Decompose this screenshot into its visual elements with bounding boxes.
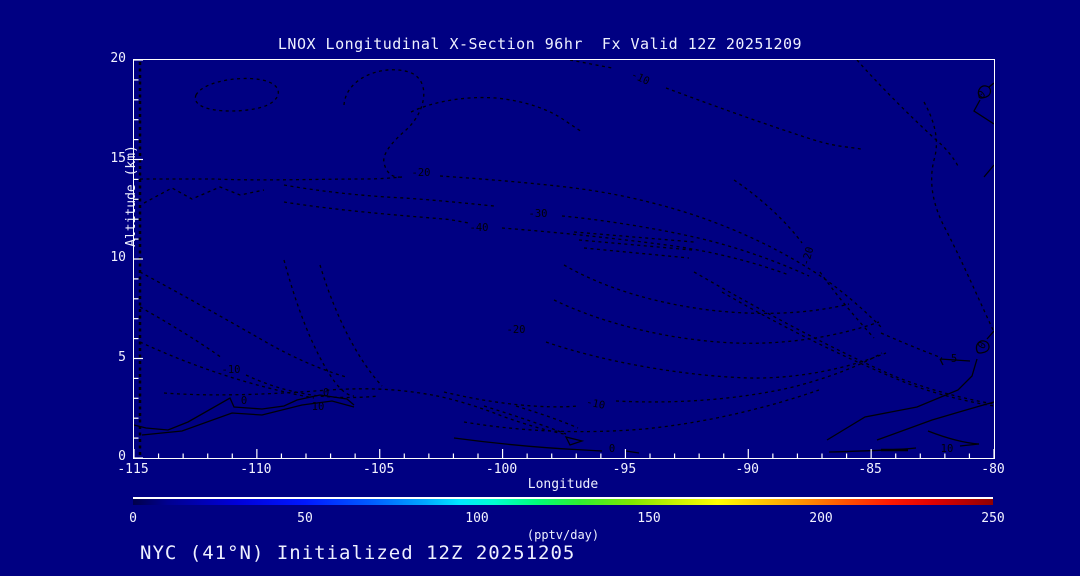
contour-line-dashed (721, 291, 994, 407)
contour-line-dashed (483, 405, 567, 435)
contour-line-dashed (283, 184, 495, 207)
contour-line-dashed (439, 175, 883, 329)
contour-level-label: -10 (222, 364, 241, 376)
contour-line-solid (939, 358, 971, 366)
chart-title: LNOX Longitudinal X-Section 96hr Fx Vali… (277, 35, 803, 53)
contour-line-solid (141, 400, 355, 436)
y-axis-tick-label: 5 (118, 349, 126, 365)
contour-line-dashed (880, 332, 943, 359)
contour-level-label: 0 (975, 88, 988, 101)
x-axis-tick-label: -95 (612, 462, 637, 477)
contour-level-label: 10 (312, 401, 325, 413)
x-axis-tick-label: -100 (485, 462, 518, 477)
contour-level-label: 0 (241, 395, 247, 407)
plot-area: -20 -30 -40 -10 -20 -20 -10 -10 0 0 10 0 5 0 10 0 (133, 59, 995, 459)
x-axis-tick-label: -85 (858, 462, 882, 477)
contour-line-dashed (856, 60, 960, 169)
x-axis-title: Longitude (527, 477, 599, 492)
contour-line-dashed (319, 264, 383, 387)
contour-level-label: 5 (951, 353, 957, 365)
contour-line-dashed (283, 201, 470, 224)
contour-level-label: -20 (507, 324, 526, 336)
colorbar-tick-label: 200 (809, 511, 833, 526)
contour-line-dashed (563, 264, 850, 314)
contour-line-dashed (545, 341, 887, 379)
contour-line-solid (983, 164, 994, 178)
contour-line-solid (453, 437, 603, 452)
contour-level-label: -20 (800, 246, 817, 267)
init-info: NYC (41°N) Initialized 12Z 20251205 (140, 542, 576, 564)
x-axis-tick-label: -110 (240, 462, 272, 477)
colorbar-tick-label: 0 (129, 511, 137, 526)
contour-line-dashed (573, 231, 695, 243)
contour-line-dashed (139, 271, 347, 378)
contour-level-label: -10 (629, 69, 651, 88)
contour-line-solid (625, 450, 640, 454)
y-axis-tick-label: 0 (118, 449, 126, 464)
contour-line-dashed (443, 391, 579, 408)
y-axis-tick-label: 10 (110, 250, 126, 265)
contour-line-dashed (693, 271, 994, 405)
contour-line-dashed (410, 96, 583, 133)
colorbar (133, 497, 993, 505)
contour-level-label: 0 (609, 443, 615, 455)
colorbar-tick-label: 150 (637, 511, 661, 526)
contour-level-label: -40 (470, 222, 489, 234)
x-axis-tick-label: -105 (363, 462, 395, 477)
x-axis-tick-label: -80 (981, 462, 1005, 477)
contour-line-solid (876, 401, 994, 441)
contour-line-dashed (515, 405, 579, 429)
contour-line-dashed (163, 388, 565, 435)
contour-line-dashed (139, 341, 315, 399)
colorbar-tick-label: 100 (465, 511, 489, 526)
contour-line-dashed (615, 352, 883, 403)
contour-line-solid (564, 436, 585, 446)
contour-line-solid (134, 394, 355, 431)
x-axis-tick-label: -115 (117, 462, 149, 477)
y-axis-tick-label: 20 (110, 51, 126, 66)
contour-line-dashed (463, 389, 820, 433)
colorbar-unit-label: (pptv/day) (526, 528, 600, 542)
contour-line-dashed (578, 239, 693, 251)
contour-line-dashed (194, 77, 279, 112)
contour-line-dashed (733, 179, 803, 244)
contour-line-dashed (583, 247, 690, 259)
contour-line-solid (828, 447, 917, 453)
colorbar-top-border (133, 497, 993, 499)
contour-line-dashed (553, 299, 880, 344)
contour-line-dashed (819, 271, 875, 339)
contour-line-dashed (143, 186, 265, 204)
contour-line-dashed (923, 101, 994, 333)
y-axis-tick-label: 15 (110, 150, 126, 166)
contour-line-solid (927, 430, 980, 445)
contour-level-label: -20 (412, 167, 431, 179)
contour-plot-canvas: -20 -30 -40 -10 -20 -20 -10 -10 0 0 10 0 5 0 10 0 (134, 60, 994, 458)
contour-line-solid (975, 340, 990, 354)
x-axis-tick-label: -90 (735, 462, 760, 477)
colorbar-tick-label: 50 (297, 511, 313, 526)
contour-line-dashed (283, 259, 355, 397)
contour-line-dashed (245, 374, 380, 399)
contour-level-label: 0 (976, 340, 990, 351)
contour-line-solid (986, 330, 994, 340)
contour-line-dashed (665, 87, 865, 151)
contour-line-dashed (569, 60, 613, 69)
contour-level-label: -30 (529, 208, 548, 220)
colorbar-tick-label: 250 (981, 511, 1005, 526)
contour-line-solid (973, 99, 994, 125)
colorbar-gradient (133, 499, 993, 505)
contour-line-dashed (561, 215, 810, 277)
contour-line-dashed (343, 69, 425, 178)
contour-line-solid (977, 85, 992, 99)
contour-line-solid (826, 358, 978, 441)
contour-line-solid (988, 82, 994, 88)
contour-level-label: 0 (323, 387, 329, 399)
contour-line-dashed (140, 176, 403, 181)
contour-level-label: -10 (585, 396, 606, 412)
contour-line-dashed (139, 306, 223, 359)
contour-level-label: 10 (941, 443, 954, 455)
